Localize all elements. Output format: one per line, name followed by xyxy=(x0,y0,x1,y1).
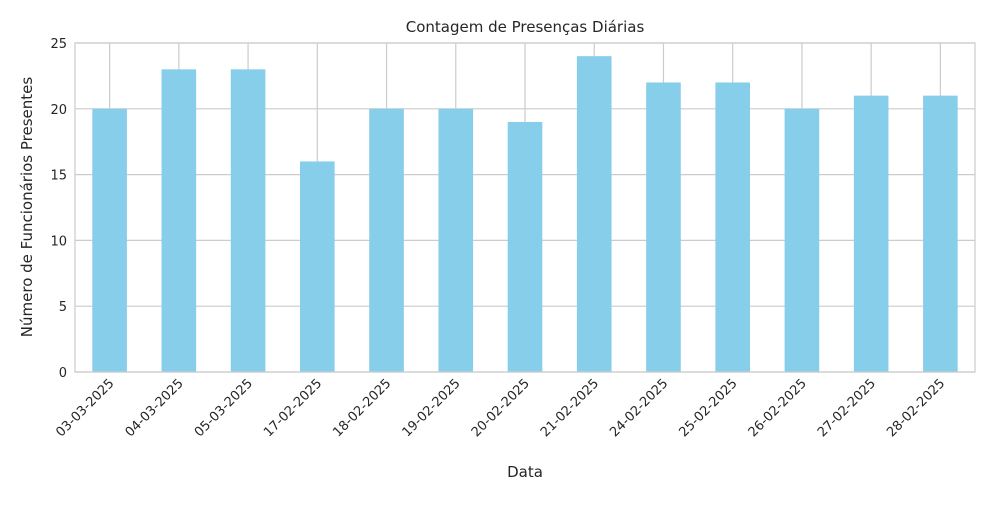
y-tick-label: 0 xyxy=(59,366,67,381)
chart-title: Contagem de Presenças Diárias xyxy=(406,18,645,36)
y-tick-label: 25 xyxy=(50,37,67,52)
bar xyxy=(784,108,820,373)
y-tick-label: 20 xyxy=(50,103,67,118)
bar xyxy=(438,108,474,373)
y-tick-labels: 0 5 10 15 20 25 xyxy=(50,37,67,381)
bar xyxy=(161,69,197,372)
bar xyxy=(923,95,958,372)
x-axis-label: Data xyxy=(507,463,543,481)
bar xyxy=(646,82,681,372)
bar xyxy=(853,95,889,372)
bars xyxy=(92,56,958,373)
y-tick-label: 10 xyxy=(50,234,67,249)
y-tick-label: 15 xyxy=(50,169,67,184)
bar xyxy=(369,108,404,373)
bar xyxy=(300,161,335,372)
bar xyxy=(507,121,543,373)
bar xyxy=(576,56,612,372)
y-tick-label: 5 xyxy=(59,300,67,315)
y-axis-label: Número de Funcionários Presentes xyxy=(18,77,36,338)
bar xyxy=(715,82,750,372)
bar xyxy=(230,69,266,372)
plot-frame xyxy=(74,42,976,373)
bar xyxy=(92,108,127,373)
